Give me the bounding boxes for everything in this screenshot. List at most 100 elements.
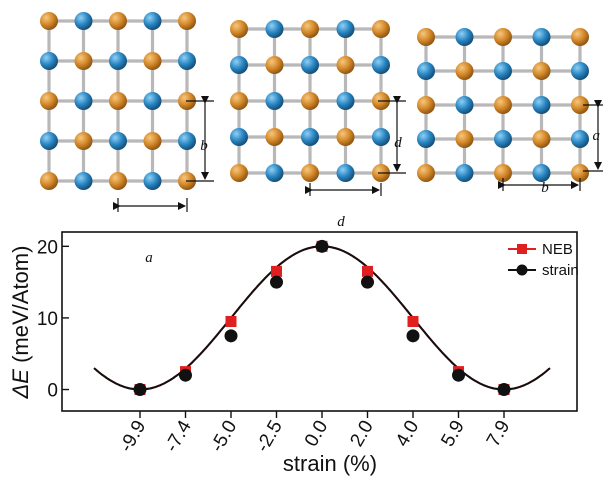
orange-atom <box>74 132 93 150</box>
orange-atom <box>301 20 319 38</box>
neb-point <box>362 265 373 277</box>
orange-atom <box>109 12 127 30</box>
blue-atom <box>178 52 196 70</box>
orange-atom <box>455 62 474 80</box>
orange-atom <box>143 52 162 70</box>
orange-atom <box>143 132 162 150</box>
blue-atom <box>74 12 93 30</box>
orange-atom <box>532 62 551 80</box>
plot-frame <box>61 231 578 412</box>
y-axis-title-symbol: ΔE <box>8 369 33 400</box>
blue-atom <box>372 56 390 74</box>
blue-atom <box>336 20 355 38</box>
orange-atom <box>571 96 589 114</box>
orange-atom <box>74 52 93 70</box>
orange-atom <box>336 56 355 74</box>
legend-strain-marker <box>516 264 528 276</box>
blue-atom <box>40 132 58 150</box>
blue-atom <box>417 130 435 148</box>
blue-atom <box>455 164 474 182</box>
orange-atom <box>571 164 589 182</box>
orange-atom <box>178 12 196 30</box>
neb-point <box>271 265 282 277</box>
x-axis-title-main: strain <box>283 451 337 476</box>
y-tick-label: 20 <box>37 237 58 258</box>
blue-atom <box>301 56 319 74</box>
blue-atom <box>143 92 162 110</box>
blue-atom <box>230 56 248 74</box>
neb-curve-layer <box>93 245 551 391</box>
y-tick-label: 10 <box>37 309 58 330</box>
dim-label-d-vertical-panel-2: d <box>394 135 402 151</box>
orange-atom <box>265 128 284 146</box>
neb-point <box>407 316 419 327</box>
blue-atom <box>143 172 162 190</box>
orange-atom <box>494 28 512 46</box>
dim-label-d-horizontal-panel-2: d <box>337 214 345 230</box>
lattice-panel-2 <box>230 20 406 196</box>
x-tick-label: -9.9 <box>116 417 151 456</box>
blue-atom <box>230 128 248 146</box>
x-tick-label: 0.0 <box>301 417 332 450</box>
y-axis-title: ΔE (meV/Atom) <box>8 246 33 400</box>
strain-point <box>406 329 420 343</box>
blue-atom <box>455 28 474 46</box>
dim-label-b-panel-3: b <box>541 180 549 196</box>
blue-atom <box>265 20 284 38</box>
y-tick-label: 0 <box>47 381 58 402</box>
blue-atom <box>40 52 58 70</box>
orange-atom <box>230 164 248 182</box>
x-tick-label: 2.0 <box>346 417 377 450</box>
legend: NEB strain <box>508 241 579 279</box>
orange-atom <box>40 172 58 190</box>
y-axis-ticks: 0 10 20 <box>37 237 69 402</box>
blue-atom <box>74 92 93 110</box>
orange-atom <box>336 128 355 146</box>
legend-neb-marker <box>517 244 527 254</box>
orange-atom <box>494 164 512 182</box>
x-tick-label: 7.9 <box>483 417 514 450</box>
orange-atom <box>301 164 319 182</box>
dim-label-a-panel-1: a <box>145 250 153 266</box>
orange-atom <box>109 92 127 110</box>
y-axis-title-unit: (meV/Atom) <box>8 246 33 363</box>
blue-atom <box>336 164 355 182</box>
x-axis-title-unit: (%) <box>343 451 377 476</box>
orange-atom <box>455 130 474 148</box>
blue-atom <box>571 62 589 80</box>
orange-atom <box>109 172 127 190</box>
dim-label-a-panel-3: a <box>593 128 601 144</box>
orange-atom <box>265 56 284 74</box>
blue-atom <box>417 62 435 80</box>
blue-atom <box>532 164 551 182</box>
x-tick-label: -2.5 <box>252 417 287 456</box>
orange-atom <box>230 92 248 110</box>
blue-atom <box>178 132 196 150</box>
strain-point <box>361 275 374 289</box>
neb-curve <box>93 245 551 391</box>
blue-atom <box>494 130 512 148</box>
orange-atom <box>571 28 589 46</box>
orange-atom <box>494 96 512 114</box>
x-tick-label: -7.4 <box>161 417 196 456</box>
blue-atom <box>265 92 284 110</box>
strain-point <box>270 275 283 289</box>
blue-atom <box>109 132 127 150</box>
x-tick-label: 5.9 <box>437 417 468 450</box>
blue-atom <box>336 92 355 110</box>
blue-atom <box>532 96 551 114</box>
orange-atom <box>417 164 435 182</box>
lattice-panel-1 <box>40 12 214 212</box>
orange-atom <box>301 92 319 110</box>
blue-atom <box>571 130 589 148</box>
orange-atom <box>40 92 58 110</box>
legend-neb-label: NEB <box>542 241 573 258</box>
blue-atom <box>494 62 512 80</box>
dim-label-b-panel-1: b <box>200 138 208 154</box>
blue-atom <box>265 164 284 182</box>
blue-atom <box>301 128 319 146</box>
orange-atom <box>532 130 551 148</box>
x-axis-title: strain (%) <box>283 451 377 476</box>
orange-atom <box>230 20 248 38</box>
